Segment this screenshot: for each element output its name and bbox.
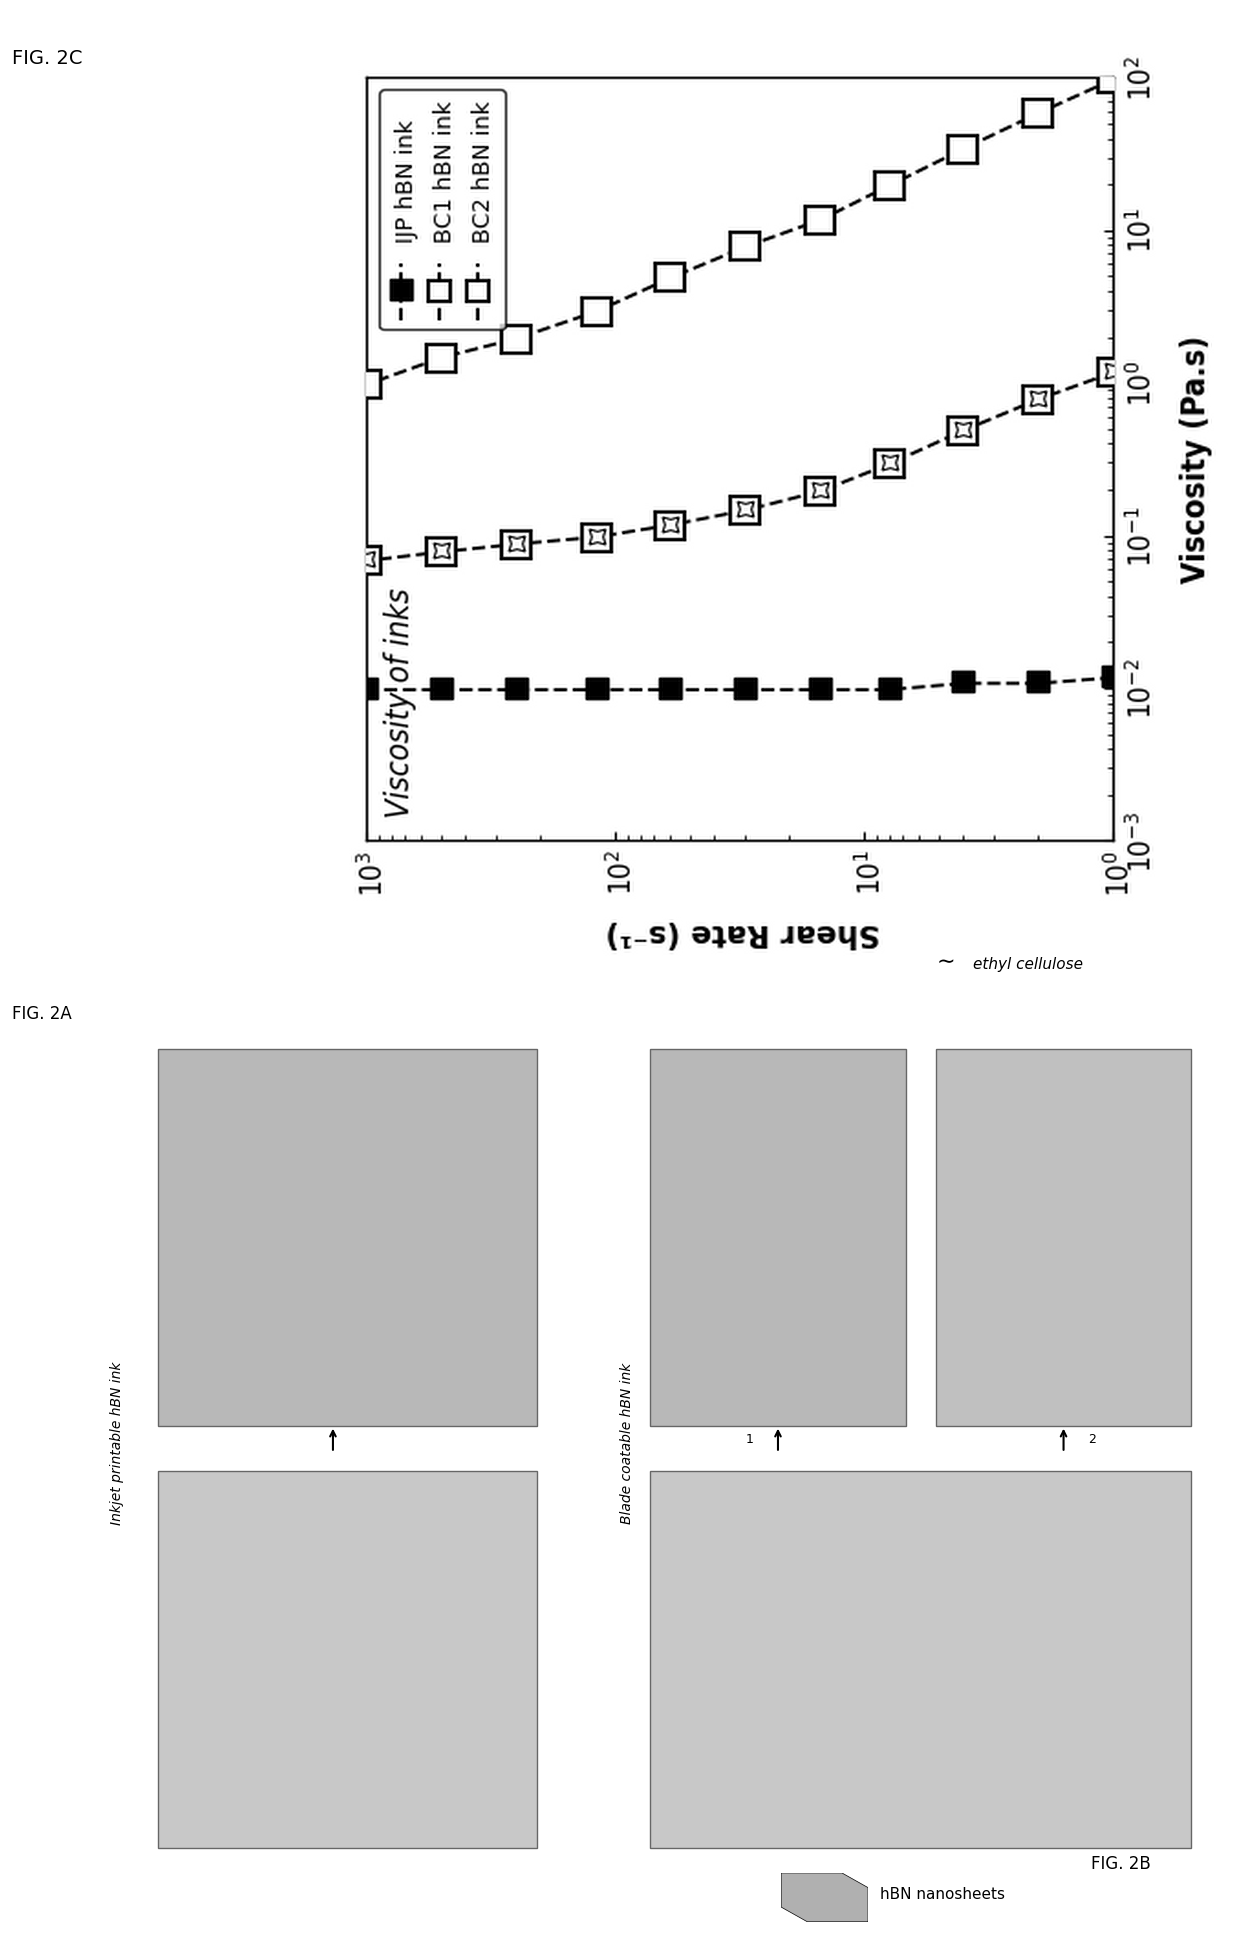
FancyBboxPatch shape xyxy=(159,1050,537,1426)
FancyBboxPatch shape xyxy=(650,1050,905,1426)
FancyBboxPatch shape xyxy=(936,1050,1192,1426)
FancyBboxPatch shape xyxy=(650,1471,1192,1848)
Text: ethyl cellulose: ethyl cellulose xyxy=(973,956,1084,972)
Text: Inkjet printable hBN ink: Inkjet printable hBN ink xyxy=(110,1362,124,1526)
Text: FIG. 2C: FIG. 2C xyxy=(12,49,83,68)
FancyBboxPatch shape xyxy=(159,1471,537,1848)
Text: 2: 2 xyxy=(1087,1432,1096,1446)
Text: Blade coatable hBN ink: Blade coatable hBN ink xyxy=(620,1364,634,1524)
Text: FIG. 2A: FIG. 2A xyxy=(12,1005,72,1022)
Text: hBN nanosheets: hBN nanosheets xyxy=(880,1887,1006,1902)
Text: 1: 1 xyxy=(745,1432,754,1446)
Text: ∼: ∼ xyxy=(936,952,955,972)
Polygon shape xyxy=(781,1873,868,1922)
Text: FIG. 2B: FIG. 2B xyxy=(1091,1855,1151,1873)
